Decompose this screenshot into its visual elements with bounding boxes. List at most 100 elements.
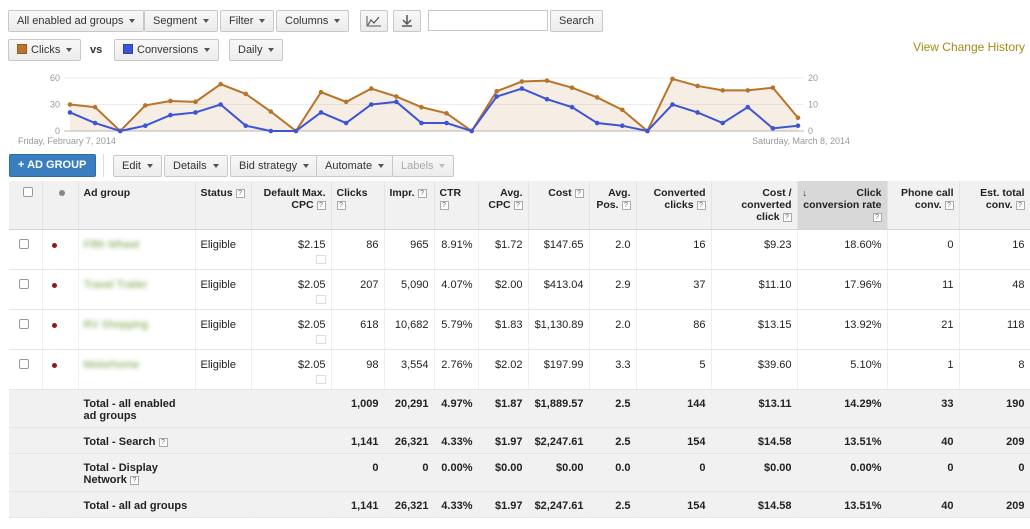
bid-simulator-icon[interactable]	[315, 375, 326, 384]
help-icon[interactable]: ?	[782, 213, 792, 222]
clicks-data-point[interactable]	[619, 107, 625, 113]
select-all-checkbox[interactable]	[22, 187, 33, 197]
clicks-data-point[interactable]	[218, 81, 223, 87]
enabled-status-dot-icon[interactable]	[51, 363, 57, 368]
chart-toggle-button[interactable]	[360, 10, 388, 32]
conversions-data-point[interactable]	[193, 110, 198, 115]
clicks-data-point[interactable]	[494, 88, 500, 94]
enabled-status-dot-icon[interactable]	[51, 243, 57, 248]
clicks-data-point[interactable]	[795, 115, 801, 121]
conversions-data-point[interactable]	[394, 99, 399, 105]
max-cpc-cell[interactable]: $2.05	[251, 349, 332, 390]
clicks-data-point[interactable]	[193, 99, 198, 105]
conversions-data-point[interactable]	[444, 120, 449, 126]
conversions-data-point[interactable]	[795, 123, 801, 128]
conversions-data-point[interactable]	[770, 126, 776, 131]
ad-group-name-link[interactable]: Motorhome	[83, 359, 140, 371]
help-icon[interactable]: ?	[513, 201, 523, 210]
clicks-data-point[interactable]	[419, 104, 424, 110]
conversions-data-point[interactable]	[268, 128, 274, 134]
search-input[interactable]	[428, 10, 548, 31]
help-icon[interactable]: ?	[417, 189, 427, 198]
col-avg-cpc[interactable]: Avg. CPC ?	[478, 181, 529, 230]
conversions-data-point[interactable]	[243, 123, 249, 128]
col-impr[interactable]: Impr. ?	[384, 181, 435, 230]
conversions-data-point[interactable]	[368, 102, 374, 107]
clicks-data-point[interactable]	[143, 103, 148, 108]
clicks-data-point[interactable]	[594, 95, 600, 100]
col-click-conv-rate[interactable]: ↓ Click conversion rate ?	[797, 181, 888, 230]
col-phone-call-conv[interactable]: Phone call conv. ?	[887, 181, 960, 230]
segment-button[interactable]: Segment	[144, 10, 219, 32]
conversions-data-point[interactable]	[645, 128, 650, 134]
conversions-data-point[interactable]	[494, 94, 500, 99]
clicks-data-point[interactable]	[569, 85, 575, 91]
clicks-data-point[interactable]	[268, 109, 274, 114]
ad-group-name-link[interactable]: RV Shopping	[83, 319, 149, 331]
conversions-data-point[interactable]	[117, 128, 123, 134]
clicks-data-point[interactable]	[544, 78, 550, 83]
metric2-dropdown[interactable]: Conversions	[114, 39, 220, 61]
automate-button[interactable]: Automate	[316, 155, 394, 177]
conversions-data-point[interactable]	[168, 112, 173, 118]
col-avg-pos[interactable]: Avg. Pos. ?	[589, 181, 637, 230]
clicks-data-point[interactable]	[368, 86, 374, 91]
clicks-data-point[interactable]	[720, 88, 725, 93]
row-checkbox[interactable]	[19, 319, 29, 329]
clicks-data-point[interactable]	[318, 89, 324, 95]
col-default-max-cpc[interactable]: Default Max. CPC ?	[251, 181, 332, 230]
download-button[interactable]	[393, 10, 421, 32]
col-cost-per-conv[interactable]: Cost / converted click ?	[711, 181, 798, 230]
granularity-dropdown[interactable]: Daily	[229, 39, 284, 61]
conversions-data-point[interactable]	[745, 104, 751, 110]
help-icon[interactable]: ?	[944, 201, 954, 210]
conversions-data-point[interactable]	[343, 120, 349, 126]
col-converted-clicks[interactable]: Converted clicks ?	[636, 181, 712, 230]
filter-button[interactable]: Filter	[220, 10, 275, 32]
clicks-data-point[interactable]	[695, 83, 700, 89]
col-ctr[interactable]: CTR ?	[434, 181, 479, 230]
help-icon[interactable]: ?	[439, 201, 449, 210]
col-clicks[interactable]: Clicks ?	[331, 181, 385, 230]
clicks-data-point[interactable]	[444, 111, 449, 116]
max-cpc-cell[interactable]: $2.05	[251, 269, 332, 310]
col-est-total-conv[interactable]: Est. total conv. ?	[959, 181, 1030, 230]
help-icon[interactable]: ?	[696, 201, 706, 210]
ad-group-filter-dropdown[interactable]: All enabled ad groups	[8, 10, 145, 32]
conversions-data-point[interactable]	[318, 110, 324, 115]
bid-simulator-icon[interactable]	[315, 295, 326, 304]
help-icon[interactable]: ?	[574, 189, 584, 198]
conversions-data-point[interactable]	[293, 128, 299, 134]
conversions-data-point[interactable]	[67, 110, 73, 115]
search-button[interactable]: Search	[550, 10, 603, 32]
clicks-data-point[interactable]	[92, 104, 98, 110]
conversions-data-point[interactable]	[594, 120, 600, 126]
bid-simulator-icon[interactable]	[315, 255, 326, 264]
col-status[interactable]: Status ?	[195, 181, 252, 230]
help-icon[interactable]: ?	[336, 201, 346, 210]
col-ad-group[interactable]: Ad group	[78, 181, 196, 230]
col-cost[interactable]: Cost ?	[528, 181, 590, 230]
ad-group-name-link[interactable]: Travel Trailer	[83, 279, 148, 291]
labels-button[interactable]: Labels	[392, 155, 455, 177]
clicks-data-point[interactable]	[168, 98, 173, 104]
clicks-data-point[interactable]	[519, 79, 525, 84]
enabled-status-dot-icon[interactable]	[51, 283, 57, 288]
row-checkbox[interactable]	[19, 279, 29, 289]
edit-button[interactable]: Edit	[113, 155, 162, 177]
conversions-data-point[interactable]	[92, 120, 98, 126]
clicks-data-point[interactable]	[770, 85, 776, 91]
clicks-data-point[interactable]	[394, 94, 399, 99]
help-icon[interactable]: ?	[129, 476, 139, 485]
details-button[interactable]: Details	[164, 155, 228, 177]
view-change-history-link[interactable]: View Change History	[913, 40, 1025, 54]
help-icon[interactable]: ?	[872, 213, 882, 222]
conversions-data-point[interactable]	[519, 86, 525, 91]
max-cpc-cell[interactable]: $2.15	[251, 229, 332, 270]
help-icon[interactable]: ?	[1015, 201, 1025, 210]
bid-simulator-icon[interactable]	[315, 335, 326, 344]
row-checkbox[interactable]	[19, 239, 29, 249]
clicks-data-point[interactable]	[67, 102, 73, 107]
help-icon[interactable]: ?	[235, 189, 245, 198]
conversions-data-point[interactable]	[544, 96, 550, 102]
